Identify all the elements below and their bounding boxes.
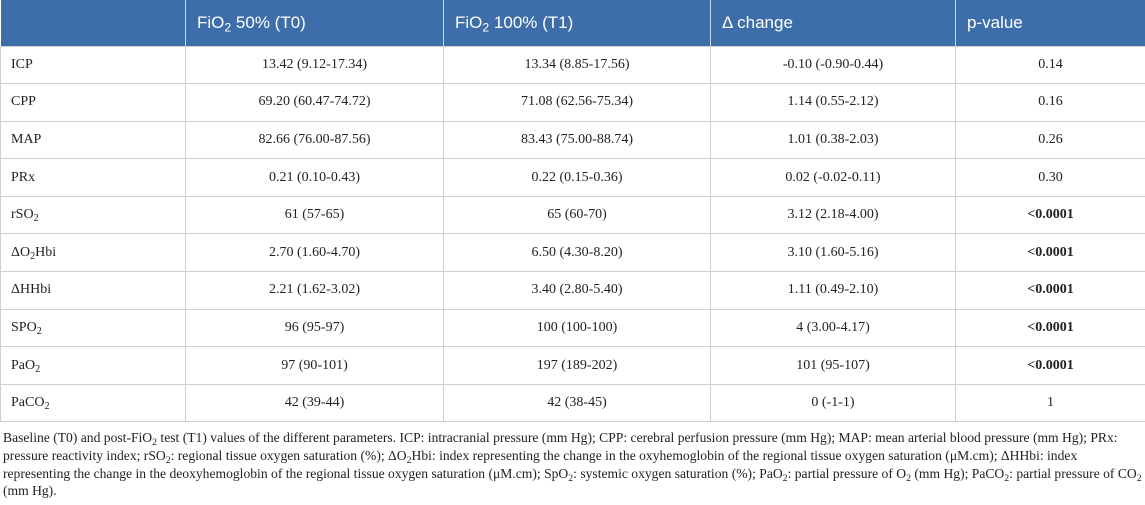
cell-delta-change: -0.10 (-0.90-0.44) [710,45,956,85]
cell-fio2-100: 13.34 (8.85-17.56) [443,45,711,85]
cell-fio2-100: 197 (189-202) [443,346,711,385]
table-body: ICP 13.42 (9.12-17.34) 13.34 (8.85-17.56) -… [0,45,1145,423]
cell-p-value: <0.0001 [955,308,1145,348]
cell-delta-change: 1.01 (0.38-2.03) [710,120,956,160]
row-parameter: CPP [0,83,186,122]
cell-delta-change: 0.02 (-0.02-0.11) [710,158,956,197]
cell-fio2-100: 42 (38-45) [443,383,711,423]
cell-fio2-50: 69.20 (60.47-74.72) [185,83,444,122]
cell-fio2-50: 61 (57-65) [185,195,444,235]
row-parameter: PRx [0,158,186,197]
cell-p-value: 0.16 [955,83,1145,122]
row-parameter: PaCO2 [0,383,186,423]
header-p-value: p-value [967,12,1023,32]
cell-delta-change: 101 (95-107) [710,346,956,385]
cell-fio2-100: 6.50 (4.30-8.20) [443,233,711,273]
cell-fio2-50: 97 (90-101) [185,346,444,385]
row-parameter: ICP [0,45,186,85]
table-row: ΔO2Hbi 2.70 (1.60-4.70) 6.50 (4.30-8.20) 3.… [0,233,1145,273]
cell-p-value: <0.0001 [955,195,1145,235]
cell-fio2-50: 13.42 (9.12-17.34) [185,45,444,85]
row-parameter: ΔO2Hbi [0,233,186,273]
cell-fio2-100: 83.43 (75.00-88.74) [443,120,711,160]
cell-fio2-100: 65 (60-70) [443,195,711,235]
cell-delta-change: 1.14 (0.55-2.12) [710,83,956,122]
table-row: ΔHHbi 2.21 (1.62-3.02) 3.40 (2.80-5.40) 1.1… [0,271,1145,310]
table-row: MAP 82.66 (76.00-87.56) 83.43 (75.00-88.74… [0,120,1145,160]
cell-fio2-50: 2.21 (1.62-3.02) [185,271,444,310]
cell-p-value: 0.26 [955,120,1145,160]
cell-fio2-50: 2.70 (1.60-4.70) [185,233,444,273]
cell-delta-change: 1.11 (0.49-2.10) [710,271,956,310]
row-parameter: ΔHHbi [0,271,186,310]
cell-fio2-50: 82.66 (76.00-87.56) [185,120,444,160]
table-header: FiO2 50% (T0) FiO2 100% (T1) Δ change p-… [0,0,1145,46]
header-fio2-100: FiO2 100% (T1) [443,0,711,46]
table-caption: Baseline (T0) and post-FiO2 test (T1) va… [3,430,1142,499]
table-row: PRx 0.21 (0.10-0.43) 0.22 (0.15-0.36) 0.02 … [0,158,1145,197]
cell-p-value: <0.0001 [955,346,1145,385]
cell-fio2-100: 71.08 (62.56-75.34) [443,83,711,122]
row-parameter: rSO2 [0,195,186,235]
cell-delta-change: 0 (-1-1) [710,383,956,423]
header-parameter [0,0,186,46]
cell-p-value: <0.0001 [955,271,1145,310]
cell-p-value: 0.30 [955,158,1145,197]
cell-fio2-100: 0.22 (0.15-0.36) [443,158,711,197]
results-table: FiO2 50% (T0) FiO2 100% (T1) Δ change p-… [0,0,1145,423]
cell-p-value: 0.14 [955,45,1145,85]
table-row: rSO2 61 (57-65) 65 (60-70) 3.12 (2.18-4.00)… [0,195,1145,235]
cell-fio2-100: 100 (100-100) [443,308,711,348]
cell-delta-change: 3.10 (1.60-5.16) [710,233,956,273]
header-delta-change: Δ change [710,0,956,46]
row-parameter: PaO2 [0,346,186,385]
cell-delta-change: 4 (3.00-4.17) [710,308,956,348]
cell-fio2-100: 3.40 (2.80-5.40) [443,271,711,310]
header-row: FiO2 50% (T0) FiO2 100% (T1) Δ change p-… [0,0,1145,46]
header-fio2-50: FiO2 50% (T0) [185,0,444,46]
row-parameter: MAP [0,120,186,160]
cell-p-value: 1 [955,383,1145,423]
cell-p-value: <0.0001 [955,233,1145,273]
table-row: PaCO2 42 (39-44) 42 (38-45) 0 (-1-1) 1 [0,383,1145,423]
cell-fio2-50: 96 (95-97) [185,308,444,348]
cell-delta-change: 3.12 (2.18-4.00) [710,195,956,235]
table-row: SPO2 96 (95-97) 100 (100-100) 4 (3.00-4.17)… [0,308,1145,348]
cell-fio2-50: 42 (39-44) [185,383,444,423]
table-row: PaO2 97 (90-101) 197 (189-202) 101 (95-107)… [0,346,1145,385]
row-parameter: SPO2 [0,308,186,348]
table-row: CPP 69.20 (60.47-74.72) 71.08 (62.56-75.34… [0,83,1145,122]
table-row: ICP 13.42 (9.12-17.34) 13.34 (8.85-17.56) -… [0,45,1145,85]
cell-fio2-50: 0.21 (0.10-0.43) [185,158,444,197]
